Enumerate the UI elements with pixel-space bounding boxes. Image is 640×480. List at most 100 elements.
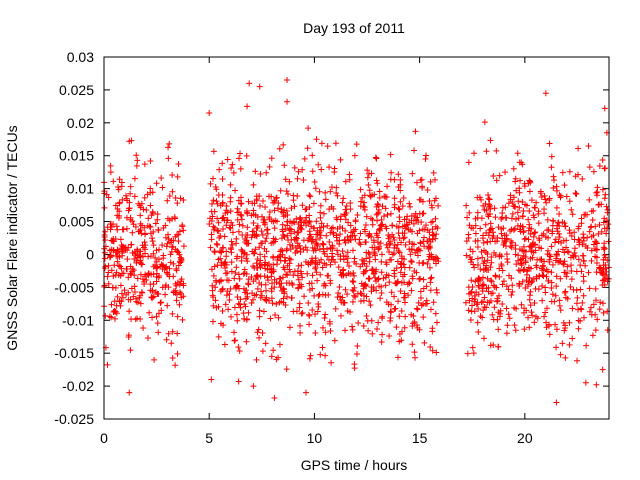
data-point [243, 152, 250, 159]
data-point [172, 246, 179, 253]
data-point [469, 248, 476, 255]
data-point [221, 233, 228, 240]
data-point [307, 352, 314, 359]
data-point [322, 189, 329, 196]
data-point [369, 244, 376, 251]
data-point [318, 256, 325, 263]
data-point [322, 292, 329, 299]
data-point [605, 221, 612, 228]
data-point [236, 348, 243, 355]
data-point [223, 253, 230, 260]
data-point [115, 262, 122, 269]
data-point [432, 223, 439, 230]
data-point [486, 201, 493, 208]
data-point [503, 283, 510, 290]
data-point [499, 214, 506, 221]
data-point [549, 261, 556, 268]
data-point [389, 231, 396, 238]
data-point [473, 289, 480, 296]
data-point [590, 301, 597, 308]
data-point [538, 232, 545, 239]
data-point [421, 234, 428, 241]
data-point [209, 282, 216, 289]
data-point [312, 247, 319, 254]
data-point [466, 297, 473, 304]
data-point [244, 258, 251, 265]
data-point [345, 219, 352, 226]
data-point [147, 185, 154, 192]
data-point [336, 237, 343, 244]
data-point [361, 192, 368, 199]
data-point [580, 273, 587, 280]
data-point [540, 267, 547, 274]
data-point [316, 235, 323, 242]
data-point [115, 248, 122, 255]
data-point [508, 244, 515, 251]
data-point [548, 269, 555, 276]
data-point [167, 259, 174, 266]
data-point [409, 228, 416, 235]
data-point [363, 312, 370, 319]
data-point [141, 278, 148, 285]
data-point [571, 249, 578, 256]
data-point [592, 311, 599, 318]
data-point [369, 221, 376, 228]
data-point [481, 304, 488, 311]
data-point [515, 198, 522, 205]
data-point [257, 202, 264, 209]
data-point [338, 299, 345, 306]
data-point [551, 239, 558, 246]
data-point [221, 217, 228, 224]
data-point [313, 136, 320, 143]
data-point [366, 187, 373, 194]
data-point [515, 267, 522, 274]
data-point [154, 320, 161, 327]
data-point [297, 268, 304, 275]
data-point [140, 325, 147, 332]
data-point [239, 248, 246, 255]
data-point [112, 202, 119, 209]
data-point [511, 304, 518, 311]
data-point [561, 327, 568, 334]
data-point [586, 228, 593, 235]
data-point [208, 266, 215, 273]
data-point [160, 252, 167, 259]
data-point [480, 239, 487, 246]
data-point [248, 299, 255, 306]
data-point [557, 351, 564, 358]
data-point [599, 281, 606, 288]
data-point [428, 274, 435, 281]
data-point [379, 331, 386, 338]
data-point [578, 268, 585, 275]
data-point [147, 230, 154, 237]
data-point [252, 232, 259, 239]
data-point [549, 291, 556, 298]
data-point [102, 312, 109, 319]
data-point [104, 361, 111, 368]
data-point [284, 293, 291, 300]
data-point [351, 272, 358, 279]
data-point [338, 272, 345, 279]
data-point [229, 229, 236, 236]
data-point [431, 197, 438, 204]
data-point [306, 192, 313, 199]
data-point [310, 200, 317, 207]
data-point [493, 177, 500, 184]
data-point [259, 348, 266, 355]
data-point [401, 324, 408, 331]
data-point [123, 265, 130, 272]
data-point [488, 278, 495, 285]
data-point [307, 193, 314, 200]
data-point [386, 248, 393, 255]
data-point [287, 246, 294, 253]
data-point [383, 194, 390, 201]
data-point [480, 335, 487, 342]
data-point [493, 147, 500, 154]
data-point [131, 256, 138, 263]
data-point [108, 267, 115, 274]
data-point [176, 301, 183, 308]
data-point [410, 220, 417, 227]
data-point [328, 256, 335, 263]
data-point [314, 308, 321, 315]
data-point [127, 190, 134, 197]
